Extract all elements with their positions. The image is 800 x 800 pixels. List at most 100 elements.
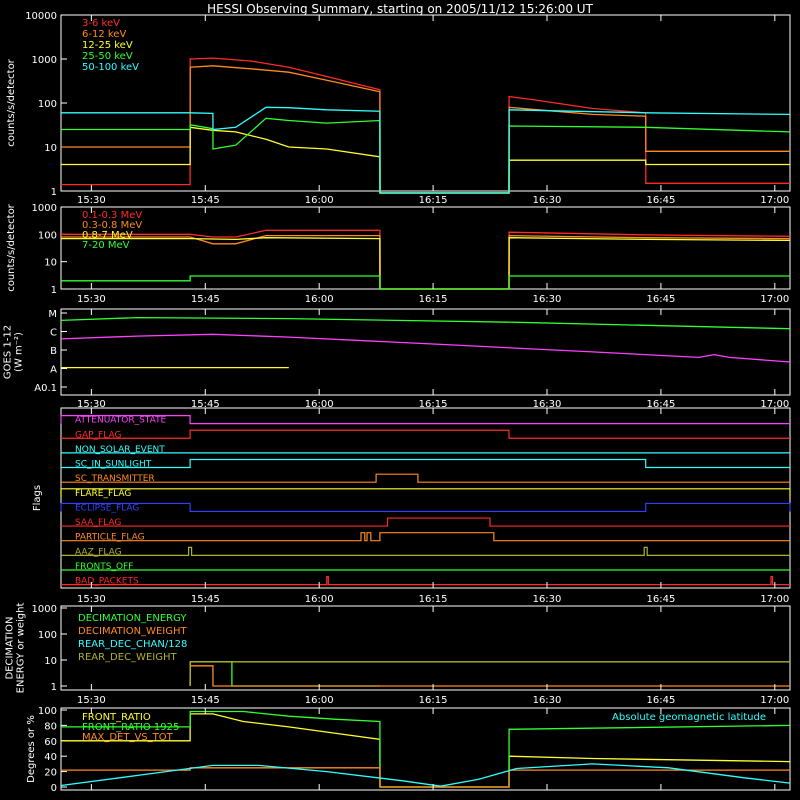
panel-frame (60, 605, 791, 691)
legend-entry: REAR_DEC_WEIGHT (78, 652, 177, 663)
series-line-3 (61, 117, 791, 194)
y-tick-label: 10 (44, 143, 57, 154)
flag-label: SC_TRANSMITTER (75, 474, 155, 484)
flag-label: PARTICLE_FLAG (75, 533, 145, 543)
x-tick-label: 15:45 (191, 294, 220, 305)
y-tick-label: 10 (44, 258, 57, 269)
panel-gamma: 1 10 100 1000 15:30 15:45 16:00 16:15 16:30 16:45… (6, 203, 791, 305)
y-tick-label: 40 (44, 752, 57, 763)
y-tick-label: M (48, 309, 57, 320)
series-line-2 (61, 126, 790, 194)
legend-entry: DECIMATION_WEIGHT (78, 626, 187, 637)
x-tick-label: 16:00 (305, 195, 334, 206)
panel-hxr: 1 10 100 1000 10000 15:30 15:45 16:00 16:15 16:30… (6, 11, 791, 206)
series-line-4 (61, 106, 791, 194)
legend-entry: REAR_DEC_CHAN/128 (78, 639, 187, 650)
y-tick-label: 80 (44, 721, 57, 732)
flag-line-bad_packets (61, 576, 790, 586)
x-tick-label: 15:30 (77, 594, 106, 605)
flag-label: ATTENUATOR_STATE (75, 416, 167, 426)
panel-frame (60, 407, 791, 589)
y-tick-label: 100 (38, 99, 57, 110)
x-tick-label: 17:00 (760, 294, 789, 305)
series-line-0 (189, 661, 380, 687)
y-tick-label: 1 (51, 682, 57, 693)
flag-label: SC_IN_SUNLIGHT (75, 460, 152, 470)
y-tick-label: 1000 (32, 55, 57, 66)
x-tick-label: 15:30 (77, 294, 106, 305)
flag-label: ECLIPSE_FLAG (75, 503, 139, 513)
flag-line-sc_transmitter (61, 473, 790, 483)
flag-label: SAA_FLAG (75, 518, 121, 528)
x-tick-label: 16:15 (419, 695, 448, 706)
x-tick-label: 16:15 (419, 399, 448, 410)
flag-line-flare_flag (60, 488, 791, 497)
panel-flags: ATTENUATOR_STATE GAP_FLAG NON_SOLAR_EVENT S… (32, 407, 791, 605)
y-axis-label: DECIMATION (5, 616, 16, 679)
x-tick-label: 16:00 (305, 695, 334, 706)
legend-entry: 0.8-7 MeV (82, 230, 133, 241)
series-line-1 (60, 333, 791, 363)
x-tick-label: 15:30 (77, 695, 106, 706)
y-axis-label: Degrees or % (26, 715, 37, 783)
x-tick-label: 16:30 (533, 594, 562, 605)
series-line-0 (60, 316, 791, 330)
x-tick-label: 16:45 (646, 294, 675, 305)
flag-label: FRONTS_OFF (75, 562, 133, 572)
y-axis-label: counts/s/detector (6, 58, 17, 146)
x-tick-label: 16:15 (419, 195, 448, 206)
y-tick-label: B (50, 346, 57, 357)
x-tick-label: 16:30 (533, 294, 562, 305)
y-axis-label: (W m⁻²) (14, 332, 25, 372)
legend-entry: FRONT_RATIO 1925 (82, 722, 179, 733)
flag-label: AAZ_FLAG (75, 547, 122, 557)
series-line-1 (189, 665, 790, 687)
y-tick-label: 1000 (32, 604, 57, 615)
y-tick-label: 100 (38, 230, 57, 241)
y-tick-label: 20 (44, 768, 57, 779)
series-line-1 (61, 234, 791, 290)
flag-line-particle_flag (61, 532, 790, 542)
x-tick-label: 16:45 (646, 195, 675, 206)
legend-entry: FRONT_RATIO (82, 712, 151, 723)
x-tick-label: 16:45 (646, 594, 675, 605)
x-tick-label: 16:45 (646, 399, 675, 410)
x-tick-label: 16:15 (419, 594, 448, 605)
y-axis-label: Flags (32, 485, 43, 511)
y-tick-label: 10 (44, 656, 57, 667)
y-tick-label: 0 (51, 783, 57, 794)
y-axis-label: ENERGY or weight (16, 603, 27, 694)
chart-title: HESSI Observing Summary, starting on 200… (207, 2, 593, 16)
series-line-3 (61, 275, 790, 290)
x-tick-label: 17:00 (760, 195, 789, 206)
x-tick-label: 16:00 (305, 294, 334, 305)
flag-line-saa_flag (61, 517, 790, 527)
series-line-2 (61, 237, 791, 290)
x-tick-label: 17:00 (760, 399, 789, 410)
y-tick-label: A0.1 (34, 383, 57, 394)
legend-entry: Absolute geomagnetic latitude (612, 712, 766, 723)
legend-entry: 0.1-0.3 MeV (82, 210, 142, 221)
panel-frame (60, 308, 791, 396)
y-tick-label: C (50, 328, 57, 339)
series-line-0 (61, 229, 791, 290)
y-tick-label: 10000 (25, 11, 57, 22)
x-tick-label: 15:45 (191, 399, 220, 410)
y-tick-label: 100 (38, 630, 57, 641)
x-tick-label: 16:30 (533, 195, 562, 206)
y-tick-label: 1 (51, 187, 57, 198)
legend-entry: DECIMATION_ENERGY (78, 613, 187, 624)
y-tick-label: 1000 (32, 203, 57, 214)
flag-label: GAP_FLAG (75, 430, 121, 440)
x-tick-label: 16:00 (305, 594, 334, 605)
y-axis-label: GOES 1-12 (3, 325, 14, 379)
legend-entry: 50-100 keV (82, 62, 139, 73)
y-axis-label: counts/s/detector (6, 203, 17, 291)
flag-line-sc_in_sunlight (61, 458, 790, 469)
x-tick-label: 17:00 (760, 594, 789, 605)
x-tick-label: 16:45 (646, 695, 675, 706)
flag-line-gap_flag (61, 429, 790, 439)
legend-entry: 6-12 keV (82, 29, 126, 40)
